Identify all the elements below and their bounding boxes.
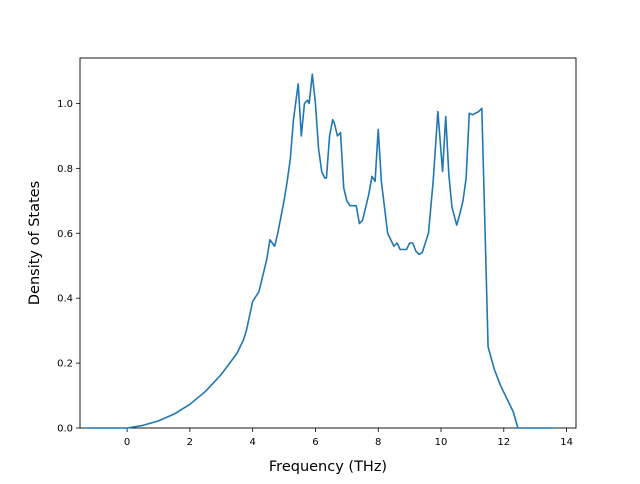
y-tick-label: 0.8 xyxy=(57,164,73,175)
x-tick-label: 2 xyxy=(187,437,193,448)
y-axis-label: Density of States xyxy=(27,181,43,305)
y-tick-label: 0.0 xyxy=(57,424,73,435)
y-axis-ticks: 0.0 0.2 0.4 0.6 0.8 1.0 xyxy=(57,99,80,435)
series-group xyxy=(85,73,555,429)
x-tick-label: 10 xyxy=(435,437,448,448)
y-tick-label: 1.0 xyxy=(57,99,73,110)
x-axis-ticks: 0 2 4 6 8 10 12 14 xyxy=(124,428,573,448)
y-tick-label: 0.6 xyxy=(57,229,73,240)
x-tick-label: 8 xyxy=(375,437,381,448)
x-tick-label: 0 xyxy=(124,437,130,448)
x-axis-label: Frequency (THz) xyxy=(269,459,387,475)
dos-line xyxy=(85,73,555,429)
y-tick-label: 0.4 xyxy=(57,294,73,305)
x-tick-label: 14 xyxy=(560,437,573,448)
x-tick-label: 4 xyxy=(249,437,255,448)
x-tick-label: 12 xyxy=(497,437,510,448)
y-tick-label: 0.2 xyxy=(57,359,73,370)
plot-frame xyxy=(79,57,577,429)
x-tick-label: 6 xyxy=(312,437,318,448)
